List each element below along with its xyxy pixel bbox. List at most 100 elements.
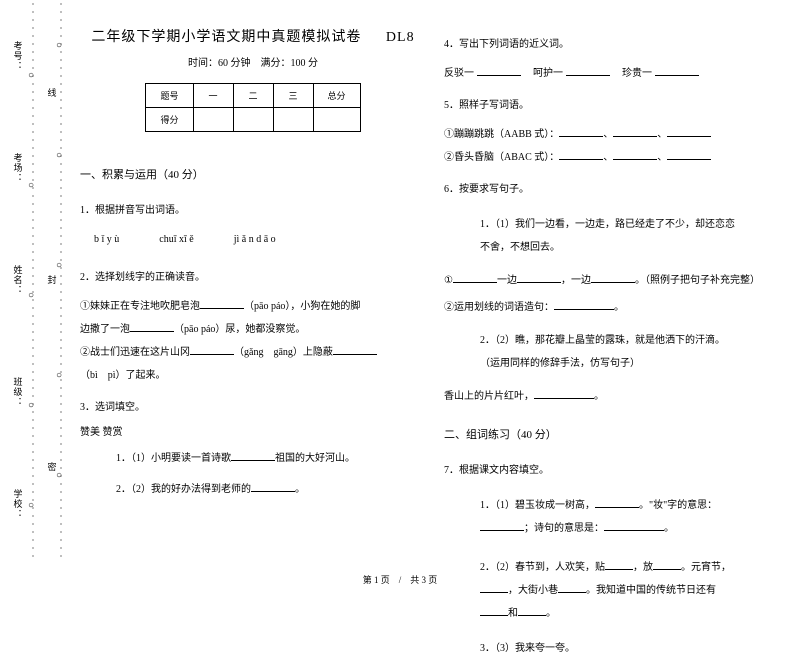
text: ，一边 <box>561 275 591 286</box>
pinyin-item: jì ǎ n d ā o <box>234 234 276 245</box>
blank <box>130 321 174 332</box>
blank <box>534 388 594 399</box>
text: ①蹦蹦跳跳（AABB 式）： <box>444 129 559 140</box>
text: 反驳一 <box>444 68 474 79</box>
blank <box>477 65 521 76</box>
blank <box>559 149 603 160</box>
q2-body: ①妹妹正在专注地吹肥皂泡（pāo páo），小狗在她的脚 边撒了一泡（pāo p… <box>80 293 426 389</box>
pinyin-item: chuī xī ě <box>159 234 193 245</box>
text: ②战士们迅速在这片山冈 <box>80 347 190 358</box>
text: 。元宵节， <box>681 562 731 573</box>
text: （pāo páo），小狗在她的脚 <box>244 301 360 312</box>
blank <box>604 520 664 531</box>
q6-fill: ① 一边 ，一边 。（照例子把句子补充完整） <box>444 271 790 290</box>
text: （pāo páo）尿，她都没察觉。 <box>174 324 305 335</box>
q5-body: ①蹦蹦跳跳（AABB 式）：、、 ②昏头昏脑（ABAC 式）：、、 <box>444 121 790 171</box>
binding-hint: 封 <box>46 275 59 285</box>
td <box>273 108 313 132</box>
sub-question: 2．（2）瞧，那花瓣上晶莹的露珠，就是他洒下的汗滴。 （运用同样的修辞手法，仿写… <box>480 327 790 377</box>
blank <box>591 272 635 283</box>
question: 7．根据课文内容填空。 <box>444 462 790 480</box>
blank <box>613 126 657 137</box>
question: 5．照样子写词语。 <box>444 97 790 115</box>
section-heading: 二、组词练习（40 分） <box>444 426 790 442</box>
blank <box>333 344 377 355</box>
question: 4．写出下列词语的近义词。 <box>444 36 790 54</box>
q6-make: ②运用划线的词语造句：。 <box>444 298 790 317</box>
blank <box>655 65 699 76</box>
sub-question: 1．（1）碧玉妆成一树高，。"妆"字的意思： ；诗句的意思是：。 <box>480 492 790 542</box>
question: 2．选择划线字的正确读音。 <box>80 269 426 287</box>
text: 呵护一 <box>533 68 563 79</box>
text: ①妹妹正在专注地吹肥皂泡 <box>80 301 200 312</box>
blank <box>251 481 295 492</box>
exam-subtitle: 时间：60 分钟 满分：100 分 <box>80 54 426 69</box>
text: ；诗句的意思是： <box>524 523 604 534</box>
page-content: 二年级下学期小学语文期中真题模拟试卷 DL8 时间：60 分钟 满分：100 分… <box>80 8 790 568</box>
blank <box>453 272 497 283</box>
blank <box>554 299 614 310</box>
binding-label: 班级： <box>12 377 25 407</box>
blank <box>231 450 275 461</box>
section-heading: 一、积累与运用（40 分） <box>80 166 426 182</box>
blank <box>200 298 244 309</box>
binding-hint: 线 <box>46 88 59 98</box>
page-footer: 第 1 页 / 共 3 页 <box>0 573 800 586</box>
pinyin-item: b ǐ y ù <box>94 234 119 245</box>
binding-margin: 考号： 考场： 姓名： 班级： 学校： ○ ○ ○ ○ ○ 线 封 密 ○ ○ … <box>0 0 70 560</box>
th: 三 <box>273 84 313 108</box>
td <box>193 108 233 132</box>
table-row: 题号 一 二 三 总分 <box>146 84 360 108</box>
blank <box>667 149 711 160</box>
th: 二 <box>233 84 273 108</box>
question: 1．根据拼音写出词语。 <box>80 202 426 220</box>
text: 2．（2）春节到，人欢笑，贴 <box>480 562 605 573</box>
text: 3．（3）我来夸一夸。 <box>480 643 575 654</box>
text: 。 <box>295 484 305 495</box>
blank <box>595 497 639 508</box>
td: 得分 <box>146 108 193 132</box>
text: 祖国的大好河山。 <box>275 453 355 464</box>
text: ，大街小巷 <box>508 585 558 596</box>
q6-imitate: 香山上的片片红叶，。 <box>444 387 790 406</box>
binding-label: 姓名： <box>12 265 25 295</box>
text: 和 <box>508 608 518 619</box>
q4-body: 反驳一 呵护一 珍贵一 <box>444 64 790 83</box>
text: 1．（1）碧玉妆成一树高， <box>480 500 595 511</box>
blank <box>480 605 508 616</box>
text: 1．（1）小明要读一首诗歌 <box>116 453 231 464</box>
th: 总分 <box>313 84 360 108</box>
binding-dotted-line: ○ ○ ○ ○ ○ <box>60 0 62 560</box>
blank <box>517 272 561 283</box>
text: 。（照例子把句子补充完整） <box>635 275 760 286</box>
blank <box>605 559 633 570</box>
text: 2．（2）我的好办法得到老师的 <box>116 484 251 495</box>
text: （运用同样的修辞手法，仿写句子） <box>480 358 640 369</box>
text: ① <box>444 275 453 286</box>
binding-label: 考场： <box>12 153 25 183</box>
left-column: 二年级下学期小学语文期中真题模拟试卷 DL8 时间：60 分钟 满分：100 分… <box>80 8 426 568</box>
td <box>233 108 273 132</box>
blank <box>613 149 657 160</box>
table-row: 得分 <box>146 108 360 132</box>
text: 一边 <box>497 275 517 286</box>
blank <box>566 65 610 76</box>
text: 2．（2）瞧，那花瓣上晶莹的露珠，就是他洒下的汗滴。 <box>480 335 725 346</box>
sub-question: 1．（1）小明要读一首诗歌 祖国的大好河山。 <box>116 449 426 468</box>
text: 香山上的片片红叶， <box>444 391 534 402</box>
text: 。"妆"字的意思： <box>639 500 717 511</box>
text: （gǎng gāng）上隐蔽 <box>234 347 333 358</box>
td <box>313 108 360 132</box>
text: ，放 <box>633 562 653 573</box>
th: 题号 <box>146 84 193 108</box>
blank <box>518 605 546 616</box>
title-code: DL8 <box>386 30 415 45</box>
binding-dotted-line: ○ ○ ○ ○ ○ <box>32 0 34 560</box>
sub-question: 2．（2）我的好办法得到老师的 。 <box>116 480 426 499</box>
sub-question: 3．（3）我来夸一夸。 <box>480 639 790 658</box>
exam-title: 二年级下学期小学语文期中真题模拟试卷 DL8 <box>80 26 426 46</box>
blank <box>190 344 234 355</box>
th: 一 <box>193 84 233 108</box>
sub-question: 1．（1）我们一边看，一边走，路已经走了不少，却还恋恋 不舍，不想回去。 <box>480 211 790 261</box>
text: 不舍，不想回去。 <box>480 242 560 253</box>
